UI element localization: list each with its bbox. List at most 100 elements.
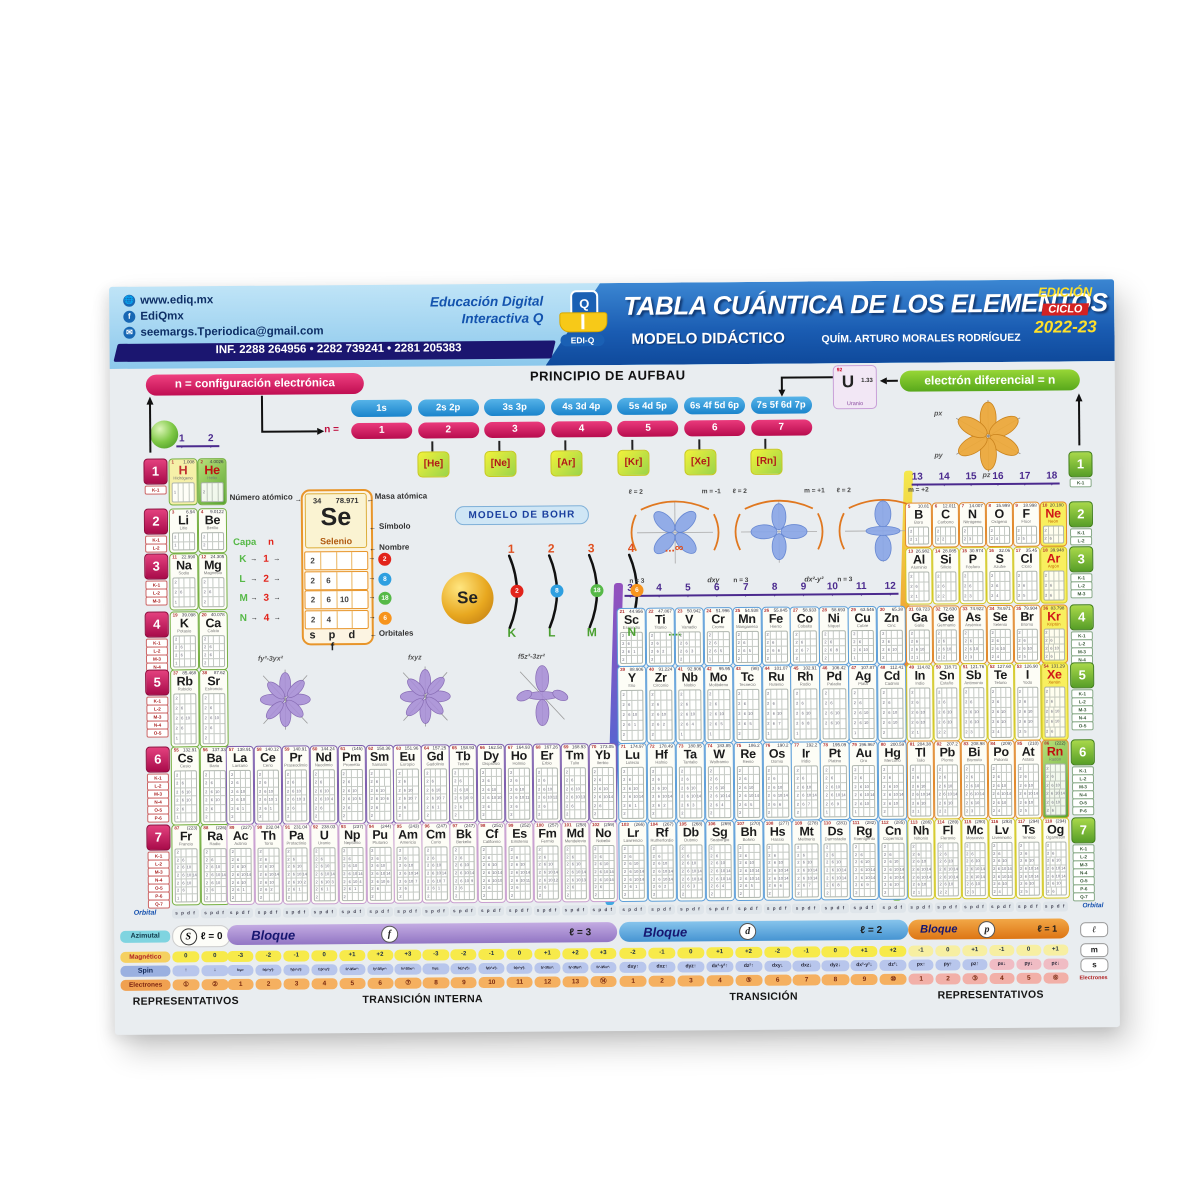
- config-grid: 2 2 6 2 6 10 2 6 10 14 2 6 7 2: [794, 765, 818, 818]
- element-symbol: Na: [176, 557, 192, 572]
- electron-count: 4: [311, 978, 338, 990]
- noble-core-Xe: [Xe]: [684, 449, 717, 476]
- bohr-badge-2: 2: [510, 584, 524, 598]
- spin-value: fz(x²-y²)↓: [506, 962, 533, 974]
- element-Pr: 59 140.91 Pr Praseodimio 2 2 6 2 6 10 2 6 10 3 2 6 2: [281, 745, 311, 825]
- element-name: Curio: [430, 840, 441, 845]
- element-name: Gadolinio: [426, 762, 445, 767]
- group-d-7: 7: [742, 581, 749, 593]
- config-grid: 2 2 6 2 6 10 2 6 10 14 2 6 10 14 2 6 2: [592, 844, 615, 900]
- d-circle: d: [739, 922, 757, 940]
- orbital-spdf: s p d f: [338, 906, 365, 918]
- shell-tag-r-P-6: P-6: [1072, 806, 1095, 816]
- element-name: Europio: [400, 762, 415, 768]
- element-name: Nobelio: [596, 839, 611, 844]
- shell-tag-r-O-5: O-5: [1071, 721, 1094, 731]
- m-symbol-chip: m: [1080, 943, 1109, 958]
- config-grid: 2 2 6 2 6 10 2 6 10 14 2 6 10 14 2 6 9 2: [852, 842, 877, 898]
- bloque-d-bar: Bloque d ℓ = 2: [619, 919, 909, 942]
- element-symbol: Tb: [455, 748, 471, 763]
- element-Ce: 58 140.12 Ce Cerio 2 2 6 2 6 10 2 6 10 1 2 6 1 2: [253, 745, 283, 825]
- element-symbol: Ir: [801, 745, 810, 761]
- magnetico-value: 0: [172, 951, 200, 963]
- aufbau-subshell-5: 5s 4d 5p: [617, 397, 679, 415]
- magnetico-value: +1: [1042, 944, 1069, 956]
- element-name: Seaborgio: [710, 838, 730, 843]
- shell-tag-r-Q-7: Q-7: [1072, 892, 1095, 902]
- config-grid: 2 2 6 2 6 10 1: [850, 629, 875, 663]
- orbital-spdf: s p d f: [171, 908, 200, 919]
- element-symbol: Pd: [826, 668, 842, 683]
- element-symbol: Mo: [709, 669, 728, 684]
- element-symbol: Rg: [856, 823, 873, 838]
- aufbau-n-4: 4: [550, 421, 613, 438]
- element-Pu: 94 (244) Pu Plutonio 2 2 6 2 6 10 2 6 10 14 2 6 10 6 2 6 2: [365, 822, 395, 904]
- element-symbol: Hf: [654, 747, 668, 762]
- spin-value: px↑: [908, 959, 934, 971]
- shell-tag-P-6: P-6: [147, 813, 170, 823]
- electron-count: 5: [1016, 972, 1042, 984]
- magnetico-value: +2: [562, 948, 589, 960]
- group-d-tick: ▼: [772, 592, 777, 598]
- config-grid: 2 2 6 2 6 10 2 6 10 14 2 6 10 2 1: [909, 764, 932, 817]
- spin-value: dz²↓: [879, 959, 907, 971]
- element-name: Protactinio: [286, 841, 307, 846]
- element-Cu: 29 63.546 Cu Cobre 2 2 6 2 6 10 1: [847, 605, 878, 666]
- noble-tick: [498, 440, 501, 451]
- element-symbol: Th: [261, 828, 276, 843]
- element-At: 85 (210) At Astato 2 2 6 2 6 10 2 6 10 14 2 6 10 2 5: [1014, 739, 1043, 819]
- element-name: Boro: [914, 520, 924, 526]
- config-grid: 2 2 6 2 6 10 2 6 10 2 2: [936, 687, 958, 739]
- group-s-tick: ▼: [208, 444, 214, 450]
- element-name: Terbio: [457, 762, 469, 767]
- element-symbol: Ba: [206, 750, 223, 765]
- element-symbol: Te: [993, 667, 1008, 682]
- orbitales-label: Orbitales: [378, 628, 414, 638]
- element-name: Hidrógeno: [173, 476, 193, 481]
- electron-count: 1: [908, 973, 934, 985]
- electron-count: 4: [989, 972, 1015, 985]
- spin-value: fz³-3/5zr²↓: [534, 962, 561, 974]
- dz2-l: ℓ = 2: [836, 487, 851, 495]
- element-Bh: 107 (270) Bh Bohrio 2 2 6 2 6 10 2 6 10 14 2 6 10 14 2 6 5 2: [733, 819, 764, 902]
- orbital-spdf: s p d f: [366, 906, 393, 917]
- element-Hs: 108 (277) Hs Hassio 2 2 6 2 6 10 2 6 10 14 2 6 10 14 2 6 6 2: [762, 819, 793, 901]
- element-name: Oganesón: [1045, 835, 1066, 840]
- period-left-5: 5: [145, 669, 170, 696]
- element-name: Yodo: [1022, 681, 1033, 686]
- element-symbol: Rh: [797, 668, 814, 684]
- orbital-spdf: s p d f: [505, 905, 533, 916]
- magnetico-value: -2: [763, 946, 792, 958]
- element-name: Rutenio: [769, 682, 784, 688]
- element-Xe: 54 131.29 Xe Xenón 2 2 6 2 6 10 2 6 10 2 6: [1040, 662, 1069, 741]
- magnetico-value: +1: [338, 949, 366, 962]
- spin-value: py↓: [1015, 958, 1042, 970]
- config-grid: 2 2 6 2 6 10 2 6 10 14 2 6 9 1: [823, 765, 847, 818]
- element-Be: 4 9.0122 Be Berilio 2 2: [197, 508, 228, 554]
- element-name: Prometio: [343, 763, 360, 768]
- spin-row-label: Spin: [120, 965, 171, 977]
- element-symbol: Cd: [883, 668, 900, 683]
- caption-representativos-s: REPRESENTATIVOS: [132, 994, 239, 1008]
- element-name: Iridio: [801, 759, 811, 764]
- element-Ta: 73 180.95 Ta Tantalio 2 2 6 2 6 10 2 6 10 14 2 6 3 2: [675, 742, 706, 822]
- group-p-13: 13: [911, 471, 923, 483]
- electron-count: 10: [478, 976, 505, 989]
- element-name: Wolframio: [709, 760, 729, 765]
- element-Ir: 77 192.2 Ir Iridio 2 2 6 2 6 10 2 6 10 14 2 6 7 2: [791, 741, 821, 821]
- spin-value: dxz↓: [792, 960, 821, 972]
- element-Cl: 17 35.45 Cl Cloro 2 2 6 2 5: [1012, 546, 1041, 604]
- element-Rf: 104 (267) Rf Rutherfordio 2 2 6 2 6 10 2 6 10 14 2 6 10 1…: [647, 820, 678, 902]
- magnetico-value: -3: [422, 949, 449, 961]
- config-grid: 2 2 6 2 6 10 2 6 10 14 2 6 10 2 6 1 2: [229, 847, 253, 903]
- element-Rh: 45 102.91 Rh Rodio 2 2 6 2 6 10 2 6 8 1: [790, 664, 821, 743]
- magnetico-value: +1: [534, 948, 561, 960]
- element-symbol: Sb: [965, 667, 982, 682]
- shell-tag-r-L-2: L-2: [1070, 536, 1093, 546]
- element-symbol: Hg: [884, 745, 901, 760]
- element-name: Lutecio: [625, 761, 640, 766]
- spin-value: dx²-y²↓: [850, 959, 878, 972]
- element-symbol: Zr: [654, 670, 667, 685]
